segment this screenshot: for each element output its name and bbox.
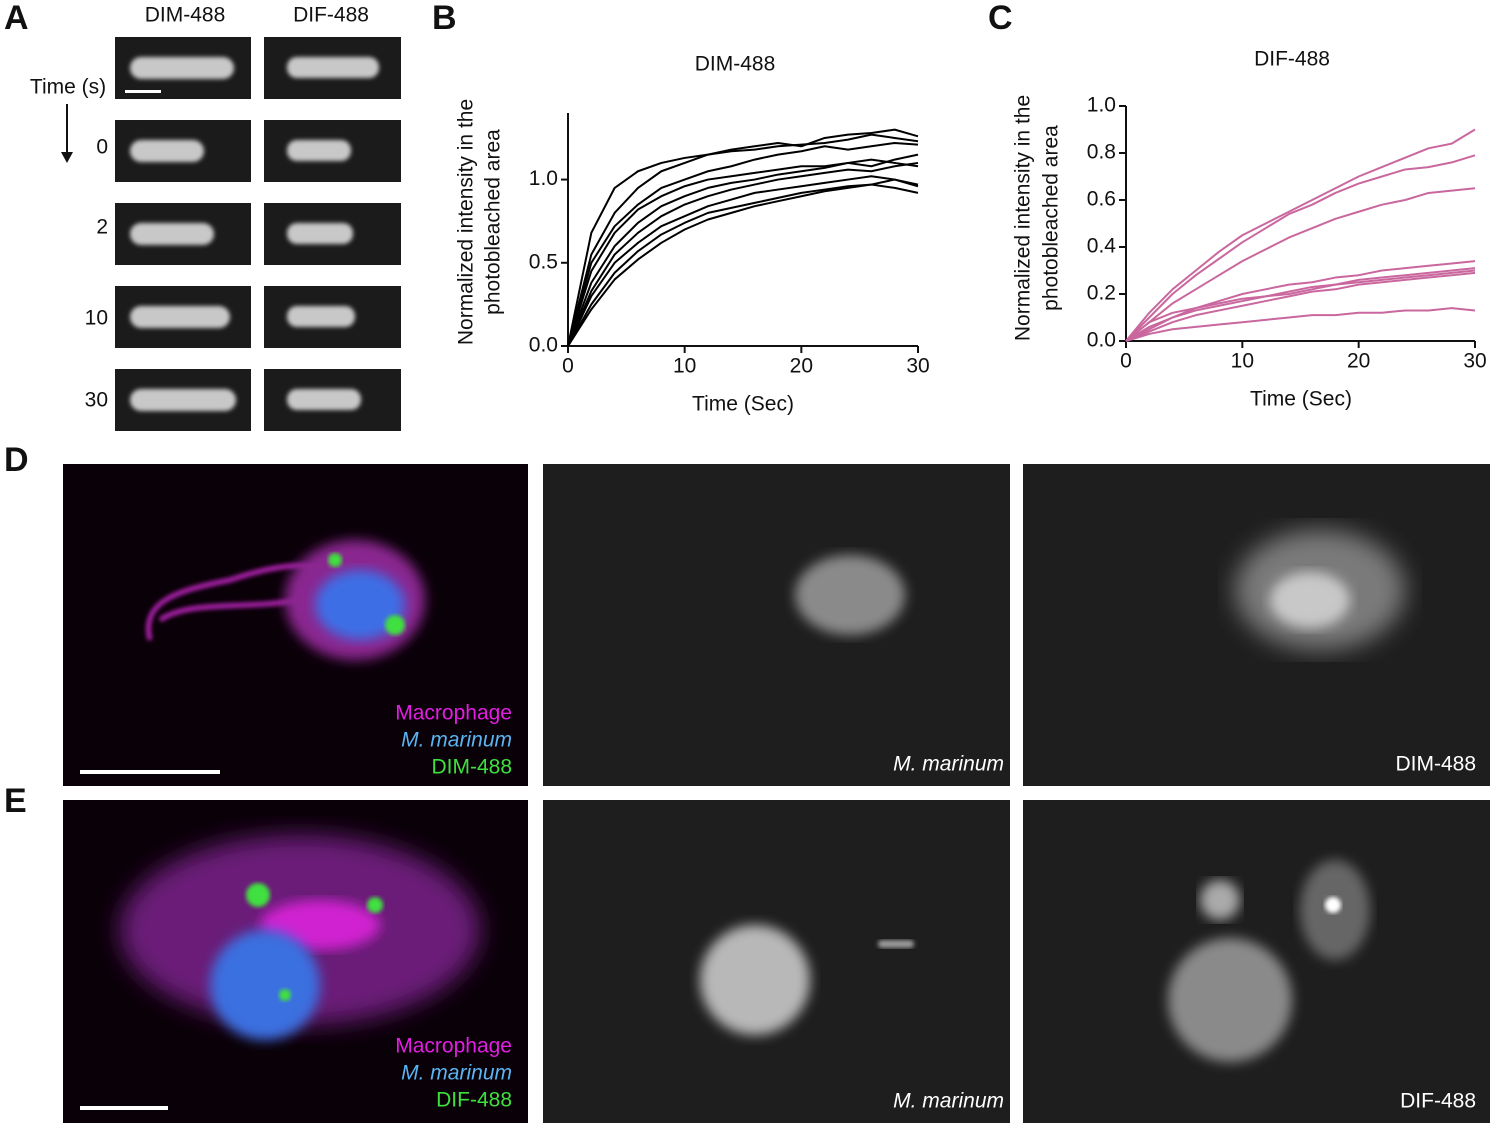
series-line — [567, 175, 919, 347]
y-tick-label: 0.6 — [1087, 188, 1116, 211]
y-tick-label: 0.0 — [529, 334, 558, 357]
y-tick-label: 1.0 — [529, 167, 558, 190]
row-label: 2 — [96, 216, 108, 239]
time-label: Time (s) — [30, 76, 106, 99]
legend-macrophage: Macrophage — [395, 1035, 512, 1058]
legend-marinum: M. marinum — [401, 1062, 512, 1085]
x-tick-label: 0 — [1120, 350, 1132, 373]
chart-title: DIF-488 — [1254, 48, 1330, 71]
column-label: DIF-488 — [293, 4, 369, 27]
legend-macrophage: Macrophage — [395, 702, 512, 725]
panel-letter: D — [4, 441, 29, 479]
x-axis-label: Time (Sec) — [1250, 388, 1352, 411]
chart-title: DIM-488 — [695, 53, 776, 76]
legend-marinum: M. marinum — [401, 729, 512, 752]
y-axis-label: photobleached area — [482, 129, 505, 315]
series-line — [567, 178, 919, 347]
panel-letter: C — [988, 0, 1013, 37]
y-tick-label: 0.5 — [529, 250, 558, 273]
x-tick-label: 10 — [1231, 350, 1254, 373]
series-line — [1125, 269, 1476, 342]
series-line — [1125, 271, 1476, 342]
y-tick-label: 1.0 — [1087, 94, 1116, 117]
legend-dye: DIM-488 — [431, 756, 512, 779]
y-axis-label: Normalized intensity in the — [455, 99, 478, 345]
panel-letter: A — [4, 0, 29, 37]
y-axis-label: photobleached area — [1040, 125, 1063, 311]
row-label: 30 — [85, 389, 108, 412]
y-tick-label: 0.4 — [1087, 235, 1117, 258]
panel-e: Macrophage M. marinum DIF-488 M. marinum… — [63, 800, 1490, 1123]
series-line — [1125, 260, 1476, 342]
legend-dye: DIF-488 — [436, 1089, 512, 1112]
series-line — [567, 153, 919, 347]
column-label: DIM-488 — [145, 4, 226, 27]
series-line — [1125, 307, 1476, 342]
y-tick-label: 0.8 — [1087, 141, 1116, 164]
series-line — [1125, 267, 1476, 342]
series-line — [567, 141, 919, 347]
x-axis-label: Time (Sec) — [692, 393, 794, 416]
caption: DIM-488 — [1395, 753, 1476, 776]
x-tick-label: 20 — [1347, 350, 1370, 373]
panel-a: DIM-488 DIF-488 Time (s) 0 2 10 30 — [30, 4, 401, 431]
series-line — [567, 161, 919, 347]
caption: M. marinum — [893, 753, 1004, 776]
row-label: 0 — [96, 136, 108, 159]
x-tick-label: 10 — [673, 355, 696, 378]
series-line — [1125, 128, 1476, 342]
micrographs — [115, 37, 401, 431]
time-arrow-head — [61, 152, 73, 163]
caption: DIF-488 — [1400, 1090, 1476, 1113]
series-line — [1125, 187, 1476, 342]
x-tick-label: 30 — [1463, 350, 1486, 373]
series-line — [567, 133, 919, 347]
row-label: 10 — [85, 307, 108, 330]
panel-letter: B — [432, 0, 457, 37]
x-tick-label: 0 — [562, 355, 574, 378]
panel-letter: E — [4, 782, 27, 820]
x-tick-label: 30 — [906, 355, 929, 378]
series-line — [1125, 154, 1476, 342]
x-tick-label: 20 — [790, 355, 813, 378]
series-line — [567, 158, 919, 347]
y-tick-label: 0.0 — [1087, 329, 1116, 352]
y-axis-label: Normalized intensity in the — [1012, 95, 1035, 341]
y-tick-label: 0.2 — [1087, 282, 1116, 305]
series-line — [567, 128, 919, 347]
panel-d: Macrophage M. marinum DIM-488 M. marinum… — [63, 464, 1490, 786]
caption: M. marinum — [893, 1090, 1004, 1113]
